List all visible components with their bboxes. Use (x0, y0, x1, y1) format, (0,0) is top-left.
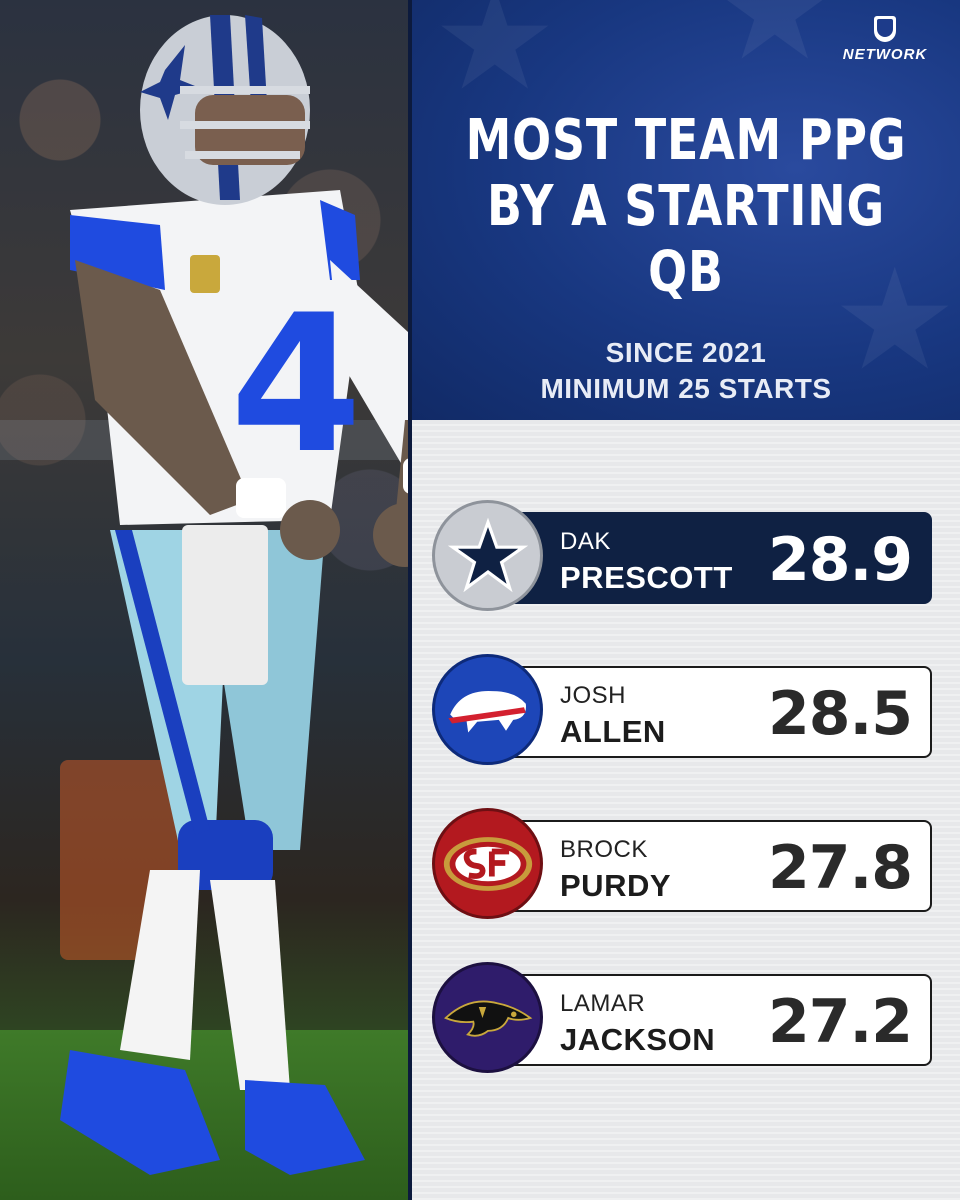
player-last-name: PURDY (560, 868, 672, 903)
player-last-name: JACKSON (560, 1022, 716, 1057)
bills-buffalo-icon (432, 654, 543, 765)
player-last-name: PRESCOTT (560, 560, 733, 595)
page-title: MOST TEAM PPG BY A STARTING QB (461, 108, 910, 306)
background-star-icon: ★ (712, 0, 838, 88)
ranking-row-1: DAK PRESCOTT 28.9 (432, 500, 932, 615)
ranking-card (492, 512, 932, 604)
player-last-name: ALLEN (560, 714, 666, 749)
network-wordmark: NETWORK (842, 46, 928, 63)
subtitle: SINCE 2021 MINIMUM 25 STARTS (412, 335, 960, 407)
ranking-row-3: BROCK PURDY 27.8 (432, 808, 932, 923)
header-panel: ★ ★ ★ NETWORK MOST TEAM PPG BY A STARTIN… (412, 0, 960, 420)
ranking-card (492, 974, 932, 1066)
ravens-raven-icon (432, 962, 543, 1073)
player-first-name: BROCK (560, 836, 648, 863)
title-line-1: MOST TEAM PPG (465, 108, 907, 173)
nfl-shield-icon (874, 16, 896, 42)
background-star-icon: ★ (832, 241, 958, 398)
nfl-network-logo: NETWORK (830, 16, 940, 63)
ranking-row-4: LAMAR JACKSON 27.2 (432, 962, 932, 1077)
player-first-name: JOSH (560, 682, 627, 709)
ranking-row-2: JOSH ALLEN 28.5 (432, 654, 932, 769)
ppg-value: 27.2 (767, 987, 913, 1057)
background-star-icon: ★ (432, 0, 558, 118)
ppg-value: 27.8 (767, 833, 913, 903)
player-first-name: DAK (560, 528, 611, 555)
player-first-name: LAMAR (560, 990, 646, 1017)
rankings-list: DAK PRESCOTT 28.9 JOSH ALLEN 28.5 BROCK … (412, 420, 960, 1200)
player-illustration: 4 (60, 15, 410, 1175)
ppg-value: 28.9 (767, 525, 913, 595)
title-line-2: BY A STARTING QB (486, 174, 886, 305)
panel-divider (408, 0, 412, 1200)
subtitle-line-1: SINCE 2021 (605, 337, 767, 368)
49ers-sf-icon (432, 808, 543, 919)
ranking-card (492, 666, 932, 758)
subtitle-line-2: MINIMUM 25 STARTS (540, 373, 832, 404)
cowboys-star-icon (432, 500, 543, 611)
player-photo: 4 (0, 0, 410, 1200)
ppg-value: 28.5 (767, 679, 913, 749)
